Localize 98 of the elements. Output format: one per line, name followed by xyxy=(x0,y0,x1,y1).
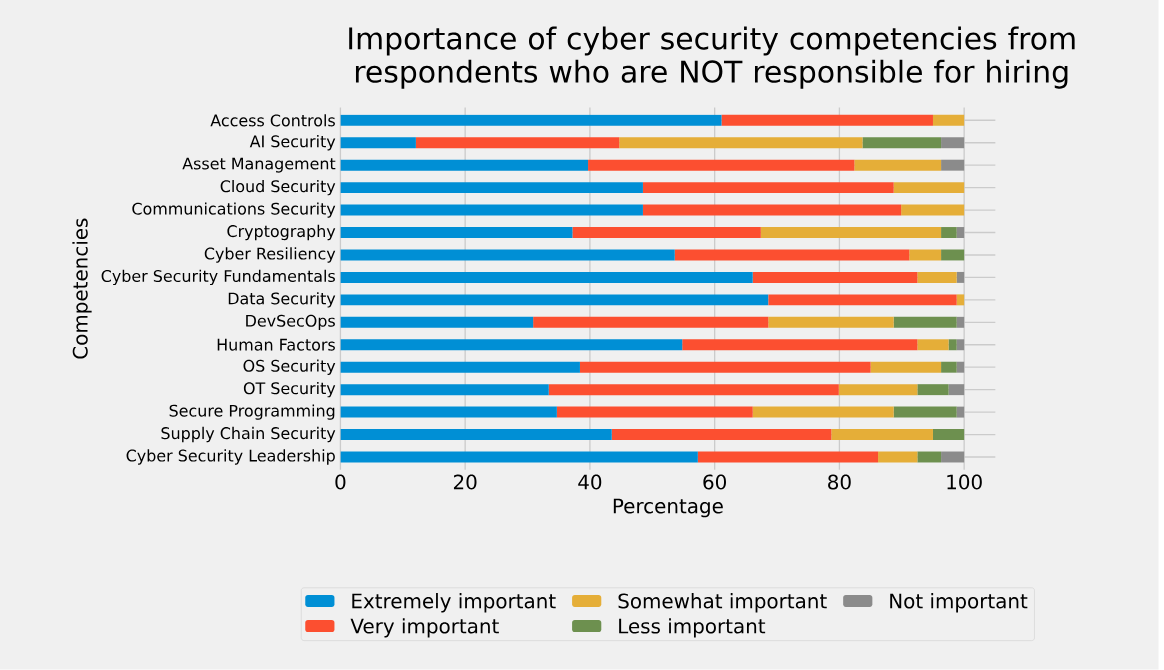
bar xyxy=(340,204,643,216)
y-tick-label: OT Security xyxy=(243,382,336,398)
y-tick-label: OS Security xyxy=(243,359,336,375)
bar xyxy=(838,384,918,396)
bar xyxy=(948,339,957,351)
bar xyxy=(854,159,942,171)
bar xyxy=(533,316,769,328)
bar xyxy=(941,159,965,171)
y-tick-label: Asset Management xyxy=(182,157,336,173)
y-tick-label: Cyber Security Fundamentals xyxy=(101,269,335,286)
x-tick-label: 20 xyxy=(453,474,477,490)
bar xyxy=(752,406,894,418)
bar xyxy=(862,137,942,149)
bar xyxy=(697,451,879,463)
y-tick-label: DevSecOps xyxy=(246,314,335,330)
x-tick-label: 100 xyxy=(947,474,982,490)
bar xyxy=(642,204,902,216)
x-tick-label: 40 xyxy=(578,474,602,490)
x-axis-title: Percentage xyxy=(613,498,723,518)
x-tick-label: 0 xyxy=(335,474,346,490)
bar xyxy=(619,137,863,149)
y-tick-label: AI Security xyxy=(249,135,336,151)
legend-label: Very important xyxy=(350,618,499,638)
bar xyxy=(956,361,965,373)
y-tick-label: Cryptography xyxy=(227,224,336,241)
y-tick-label: Secure Programming xyxy=(169,404,335,420)
bar xyxy=(901,204,965,216)
bar xyxy=(340,294,769,306)
bar xyxy=(917,384,949,396)
y-tick-label: Data Security xyxy=(228,292,336,308)
bar xyxy=(870,361,942,373)
bar xyxy=(340,182,643,194)
bar xyxy=(956,294,965,306)
bar xyxy=(941,227,957,239)
y-tick-label: Human Factors xyxy=(217,338,335,351)
bar xyxy=(340,137,416,149)
bar xyxy=(588,159,855,171)
bar xyxy=(721,114,933,126)
bar xyxy=(893,406,957,418)
bar xyxy=(878,451,918,463)
bar xyxy=(941,137,965,149)
y-tick-label: Cloud Security xyxy=(220,180,336,196)
y-tick-label: Communications Security xyxy=(132,202,336,218)
bar xyxy=(768,316,894,328)
bar xyxy=(917,272,957,283)
bar xyxy=(572,227,761,239)
bar xyxy=(340,361,580,373)
bar xyxy=(415,137,620,149)
bar xyxy=(340,339,683,351)
bar xyxy=(893,316,957,328)
bar xyxy=(556,406,753,418)
bar xyxy=(340,272,753,283)
y-tick-label: Access Controls xyxy=(210,114,335,127)
bar xyxy=(340,159,589,171)
bar xyxy=(956,316,965,328)
bar xyxy=(340,429,612,441)
bar xyxy=(917,339,949,351)
bar xyxy=(682,339,918,351)
bar xyxy=(768,294,957,306)
bar xyxy=(611,429,832,441)
bar xyxy=(674,249,910,261)
bar xyxy=(941,361,957,373)
bar xyxy=(956,406,965,418)
bar xyxy=(932,114,965,126)
bar xyxy=(579,361,871,373)
bar xyxy=(909,249,942,261)
bar xyxy=(831,429,933,441)
legend-label: Somewhat important xyxy=(618,593,827,613)
bar xyxy=(752,272,918,283)
bar xyxy=(340,316,534,328)
chart-title: Importance of cyber security competencies from respondents who are NOT responsible for hiring xyxy=(349,26,1075,89)
y-axis-title: Competencies xyxy=(72,218,92,359)
bar xyxy=(932,429,965,441)
bar xyxy=(340,249,675,261)
bar xyxy=(642,182,894,194)
bar xyxy=(917,451,942,463)
y-tick-label: Cyber Security Leadership xyxy=(126,449,335,465)
x-tick-label: 80 xyxy=(828,474,851,490)
bar xyxy=(941,249,965,261)
bar xyxy=(340,114,722,126)
bar xyxy=(956,272,965,283)
bar xyxy=(548,384,839,396)
bar xyxy=(948,384,965,396)
legend-label: Not important xyxy=(890,593,1028,613)
bar xyxy=(340,406,557,418)
bar xyxy=(956,339,965,351)
bar xyxy=(760,227,942,239)
y-tick-label: Cyber Resiliency xyxy=(204,247,336,263)
bar xyxy=(893,182,965,194)
bar xyxy=(340,227,573,239)
legend-label: Extremely important xyxy=(352,593,556,613)
bar xyxy=(340,451,698,463)
y-tick-label: Supply Chain Security xyxy=(161,426,336,443)
bar xyxy=(956,227,965,239)
bar xyxy=(941,451,965,463)
x-tick-label: 60 xyxy=(703,474,726,490)
bar xyxy=(340,384,549,396)
legend-label: Less important xyxy=(619,618,766,638)
